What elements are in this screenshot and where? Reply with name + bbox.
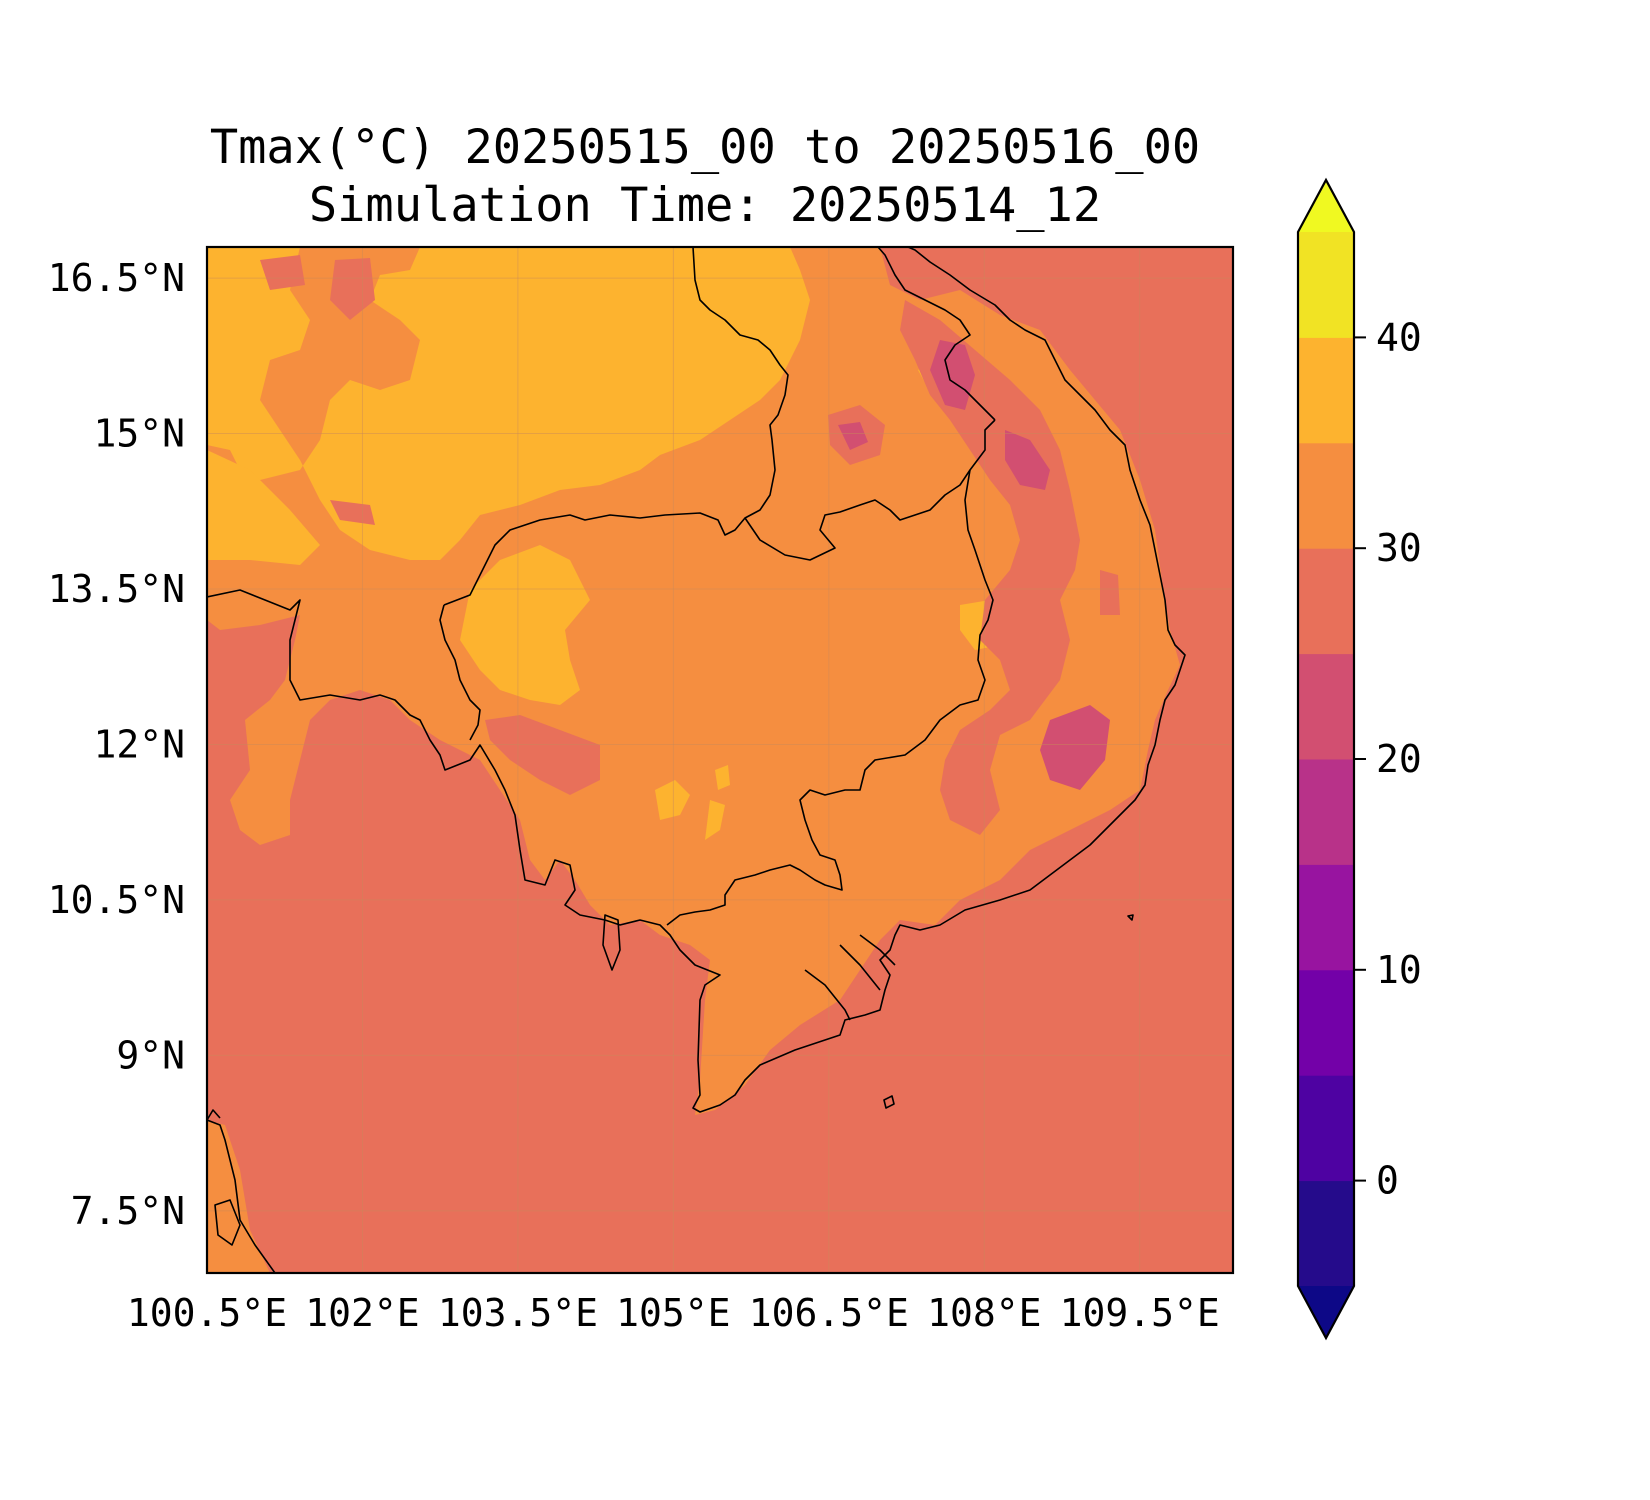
coastline-sw-peninsula [207,1119,276,1273]
land-field-20-25-a [930,340,975,410]
land-field-25-30-highland [900,300,1080,835]
coastline-island-3 [883,1095,895,1109]
coastline-delta-1 [804,969,851,1021]
y-axis-ticks: 16.5°N 15°N 13.5°N 12°N 10.5°N 9°N 7.5°N [48,256,185,1233]
y-tick-label: 13.5°N [48,567,185,611]
colorbar-segment [1298,864,1354,971]
x-tick-label: 102°E [305,1291,419,1335]
colorbar-tick-label: 20 [1376,737,1422,781]
land-field-35-40-tonle [460,545,590,705]
colorbar-segment [1298,337,1354,444]
land-field-25-30-p5 [485,715,600,795]
colorbar-tick-label: 40 [1376,315,1422,359]
x-tick-label: 108°E [927,1291,1041,1335]
y-tick-label: 7.5°N [71,1189,185,1233]
coastline-island-1 [214,1199,241,1246]
land-field-sw [207,1120,270,1273]
x-tick-label: 100.5°E [127,1291,287,1335]
map-panel [207,247,1233,1273]
y-tick-label: 15°N [93,412,185,456]
land-field-25-30-p2 [330,258,375,320]
colorbar-extend-min [1298,1286,1354,1338]
x-tick-label: 106.5°E [749,1291,909,1335]
map-frame [205,245,1235,1275]
land-field-25-30-p6 [1100,570,1120,615]
map-title-line2: Simulation Time: 20250514_12 [309,178,1101,233]
coastline-island-2 [602,914,621,971]
colorbar-tick-label: 0 [1376,1159,1399,1203]
coastline-island-4 [1127,914,1134,921]
colorbar-segment [1298,232,1354,338]
colorbar-segment [1298,969,1354,1076]
land-field-20-25-d [838,422,868,450]
x-tick-label: 103.5°E [438,1291,598,1335]
y-tick-label: 12°N [93,722,185,766]
land-field-35-40-c1 [655,780,690,820]
colorbar-segment [1298,759,1354,865]
colorbar-tick-label: 10 [1376,948,1422,992]
y-tick-label: 9°N [116,1033,185,1077]
colorbar-extend-max [1298,180,1354,232]
border-thailand-cambodia-laos [443,247,789,606]
border-thai-cambodia-south [439,604,481,741]
border-laos-vietnam [877,247,996,421]
colorbar-segment [1298,1075,1354,1182]
land-field-35-40-c2 [705,800,725,840]
colorbar-segment [1298,653,1354,760]
map-title-line1: Tmax(°C) 20250515_00 to 20250516_00 [210,120,1200,175]
land-field-35-40-c3 [715,765,730,790]
border-cambodia-vietnam [666,469,994,926]
coastline-mainland [207,247,1186,1113]
colorbar: 0 10 20 30 40 [1296,177,1422,1341]
colorbar-segment [1298,1180,1354,1287]
colorbar-segment [1298,548,1354,655]
colorbar-segment [1298,442,1354,549]
land-field-20-25-b [1005,430,1050,490]
gridlines [207,247,1233,1273]
coastline-delta-3 [859,934,896,966]
land-field-25-30-p4 [330,500,375,525]
colorbar-tick-label: 30 [1376,526,1422,570]
land-field-35-40-north [207,247,810,560]
land-field-25-30-p3 [260,255,305,290]
colorbar-outline [1296,177,1356,1341]
land-field-20-25-c [1040,705,1110,790]
coastline-delta-2 [839,944,881,991]
x-tick-label: 109.5°E [1060,1291,1220,1335]
border-laos-cambodia [744,419,996,561]
border-thai-malaysia [207,1109,221,1121]
y-tick-label: 10.5°N [48,878,185,922]
y-tick-label: 16.5°N [48,256,185,300]
x-tick-label: 105°E [616,1291,730,1335]
x-axis-ticks: 100.5°E 102°E 103.5°E 105°E 106.5°E 108°E 109.… [127,1291,1220,1335]
land-field-35-40-west [207,450,320,565]
